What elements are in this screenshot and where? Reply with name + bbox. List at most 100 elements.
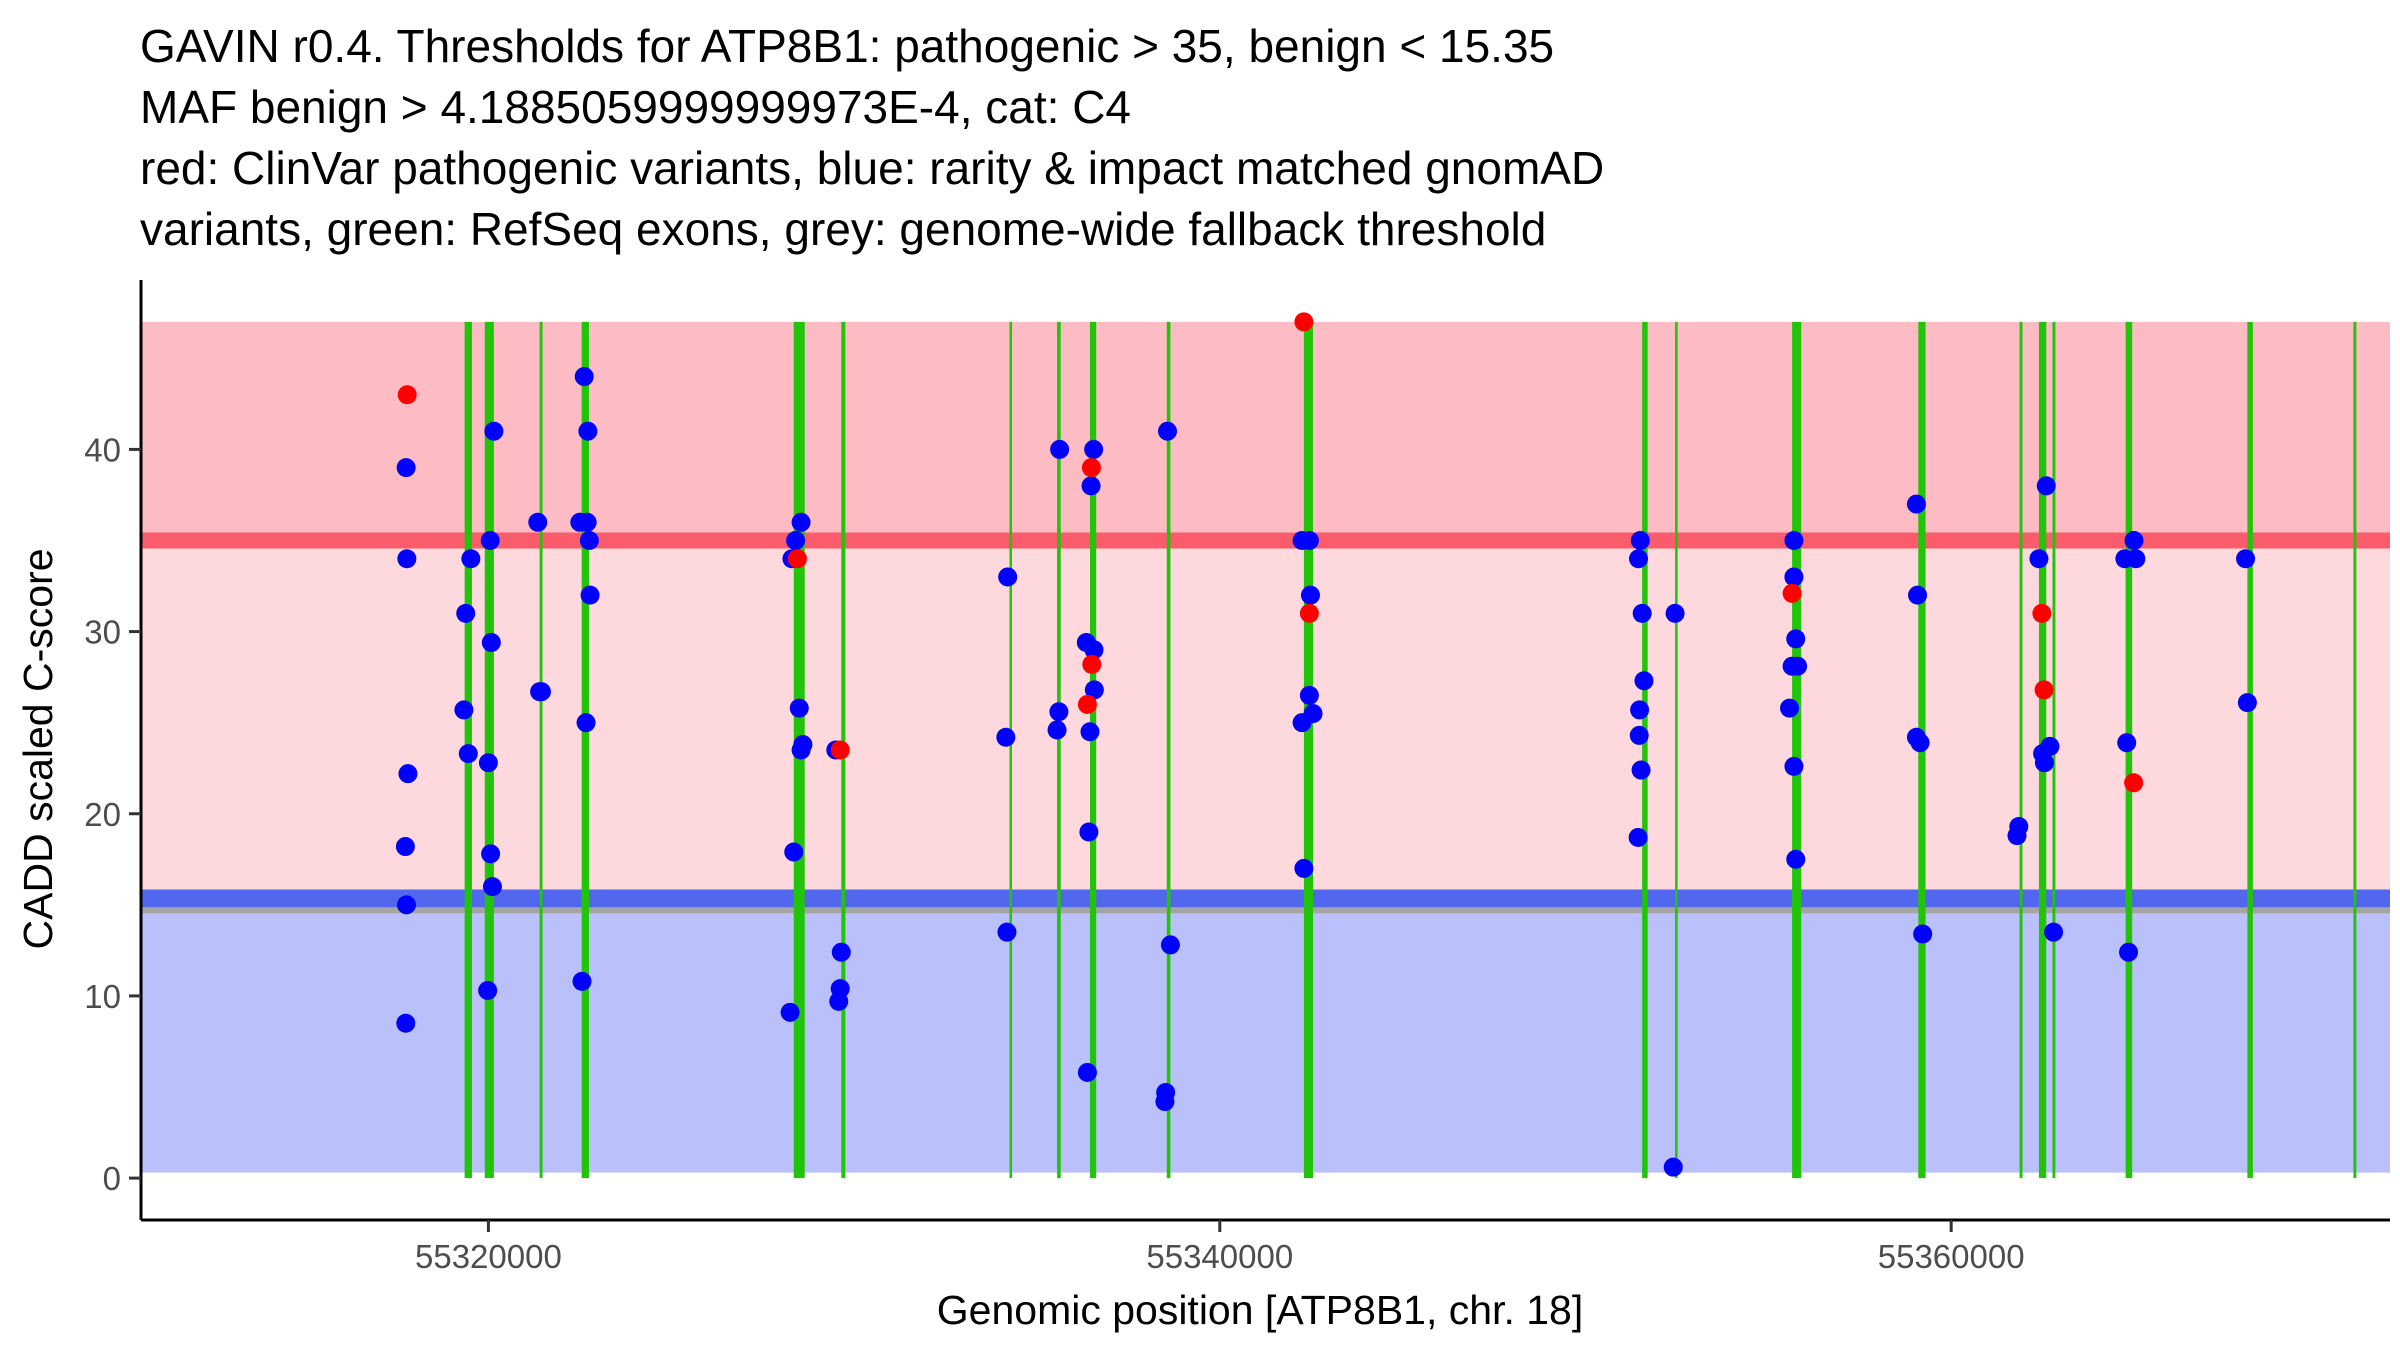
gnomad-point: [2124, 531, 2144, 551]
gnomad-point: [458, 744, 478, 764]
gnomad-point: [395, 837, 415, 857]
clinvar-point: [397, 385, 417, 405]
exon-bar: [539, 321, 543, 1179]
gnomad-point: [1784, 567, 1804, 587]
exon-bar: [1792, 321, 1802, 1179]
gnomad-point: [998, 567, 1018, 587]
y-tick-label: 20: [84, 796, 121, 833]
gnomad-point: [829, 991, 849, 1011]
gnomad-point: [1157, 421, 1177, 441]
gnomad-point: [997, 922, 1017, 942]
gnomad-point: [1294, 858, 1314, 878]
clinvar-point: [1294, 312, 1314, 332]
gnomad-point: [2040, 736, 2060, 756]
gnomad-point: [528, 512, 548, 532]
gnomad-point: [577, 512, 597, 532]
gnomad-point: [576, 713, 596, 733]
gnomad-point: [1077, 1062, 1097, 1082]
gnomad-point: [461, 549, 481, 569]
gnomad-point: [1786, 849, 1806, 869]
gnomad-point: [784, 842, 804, 862]
gnomad-point: [1084, 680, 1104, 700]
gnomad-point: [397, 549, 417, 569]
gnomad-point: [1913, 924, 1933, 944]
gnomad-point: [454, 700, 474, 720]
gnomad-point: [1780, 698, 1800, 718]
gnomad-point: [1084, 640, 1104, 660]
exon-bar: [2247, 321, 2253, 1179]
gnomad-point: [398, 764, 418, 784]
gnomad-point: [478, 753, 498, 773]
gnomad-point: [396, 1013, 416, 1033]
gnomad-point: [1300, 585, 1320, 605]
gnomad-point: [1632, 603, 1652, 623]
gnomad-point: [1299, 531, 1319, 551]
gnomad-point: [1786, 629, 1806, 649]
gnomad-point: [2034, 753, 2054, 773]
gnomad-point: [2126, 549, 2146, 569]
gnomad-point: [1628, 827, 1648, 847]
exon-bar: [484, 321, 494, 1179]
gnomad-point: [1630, 700, 1650, 720]
clinvar-point: [830, 740, 850, 760]
gnomad-point: [572, 971, 592, 991]
exon-bar: [2353, 321, 2357, 1179]
gnomad-point: [1631, 760, 1651, 780]
gnomad-point: [996, 727, 1016, 747]
x-axis-label: Genomic position [ATP8B1, chr. 18]: [937, 1287, 1583, 1333]
title-line: MAF benign > 4.1885059999999973E-4, cat:…: [140, 81, 1131, 133]
threshold-lines: [141, 532, 2390, 914]
title-line: variants, green: RefSeq exons, grey: gen…: [140, 203, 1547, 255]
gnomad-point: [1081, 476, 1101, 496]
exon-bar: [1009, 321, 1013, 1179]
x-tick-label: 55320000: [415, 1238, 562, 1275]
benign-zone: [141, 898, 2390, 1173]
exon-bar: [2019, 321, 2023, 1179]
variant-points: [395, 312, 2257, 1177]
gnomad-point: [1049, 702, 1069, 722]
y-tick-label: 10: [84, 978, 121, 1015]
gnomad-point: [1292, 713, 1312, 733]
gnomad-point: [1665, 603, 1685, 623]
gnomad-point: [481, 633, 501, 653]
gnomad-point: [478, 980, 498, 1000]
gnomad-point: [579, 531, 599, 551]
gnomad-point: [484, 421, 504, 441]
clinvar-point: [787, 549, 807, 569]
gnomad-point: [574, 367, 594, 387]
clinvar-point: [2032, 603, 2052, 623]
gnomad-point: [482, 877, 502, 897]
clinvar-point: [1299, 603, 1319, 623]
gnomad-point: [1908, 585, 1928, 605]
y-tick-label: 40: [84, 431, 121, 468]
clinvar-point: [2124, 773, 2144, 793]
gnomad-point: [481, 844, 501, 864]
gnomad-point: [1084, 439, 1104, 459]
gnomad-point: [789, 698, 809, 718]
gnomad-point: [1634, 671, 1654, 691]
clinvar-point: [1082, 654, 1102, 674]
gnomad-point: [1784, 756, 1804, 776]
chart-title: GAVIN r0.4. Thresholds for ATP8B1: patho…: [140, 16, 1604, 260]
clinvar-point: [1081, 458, 1101, 478]
gnomad-point: [1050, 439, 1070, 459]
exon-bar: [1675, 321, 1678, 1179]
gnomad-point: [396, 895, 416, 915]
gnomad-point: [1784, 531, 1804, 551]
gnomad-point: [456, 603, 476, 623]
gnomad-point: [1299, 685, 1319, 705]
gnomad-point: [1155, 1092, 1175, 1112]
gnomad-point: [1629, 725, 1649, 745]
clinvar-point: [2034, 680, 2054, 700]
gnomad-point: [2119, 942, 2139, 962]
gnomad-point: [831, 942, 851, 962]
gnomad-point: [2237, 693, 2257, 713]
gnomad-point: [1629, 549, 1649, 569]
gnomad-point: [2009, 817, 2029, 837]
gnomad-point: [793, 735, 813, 755]
gnomad-point: [780, 1002, 800, 1022]
gnomad-point: [2117, 733, 2137, 753]
gnomad-point: [480, 531, 500, 551]
title-line: red: ClinVar pathogenic variants, blue: …: [140, 142, 1605, 194]
